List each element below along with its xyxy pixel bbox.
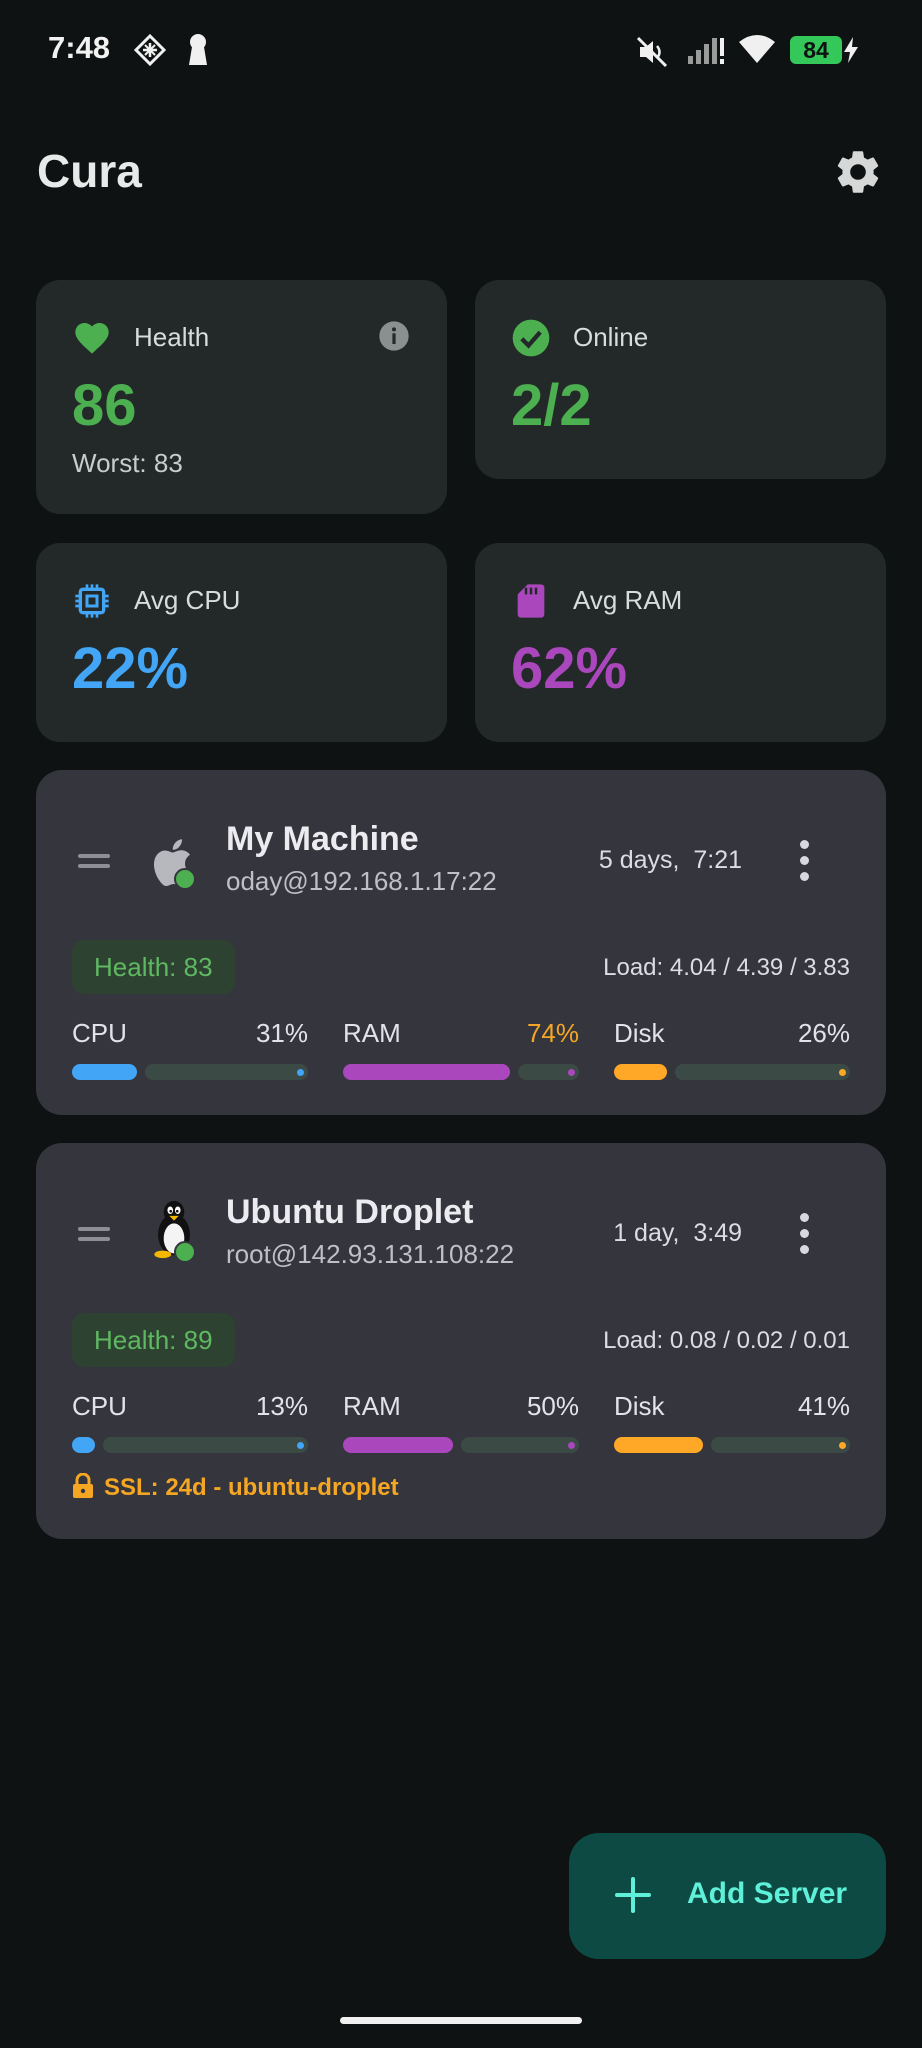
memory-card-icon [517, 584, 545, 618]
usage-bar [72, 1437, 308, 1453]
add-server-label: Add Server [687, 1877, 848, 1910]
usage-bar-end-dot [839, 1069, 846, 1076]
ssl-text: SSL: 24d - ubuntu-droplet [104, 1474, 399, 1501]
chip-icon [75, 584, 109, 618]
ssl-status: SSL: 24d - ubuntu-droplet [72, 1472, 399, 1502]
add-server-button[interactable]: Add Server [569, 1833, 886, 1959]
server-uptime: 5 days, 7:21 [598, 846, 742, 874]
diamond-grid-icon [134, 34, 166, 66]
server-name: My Machine [226, 820, 419, 858]
health-label: Health [134, 322, 210, 352]
server-address: oday@192.168.1.17:22 [226, 866, 497, 896]
usage-bar-fill [614, 1064, 667, 1080]
app-title: Cura [37, 145, 142, 197]
metric-percent: 31% [255, 1018, 308, 1048]
more-options-button[interactable] [790, 1213, 820, 1261]
metric-label: CPU [72, 1018, 127, 1048]
usage-bar-fill [72, 1064, 137, 1080]
online-label: Online [573, 322, 649, 352]
server-name: Ubuntu Droplet [226, 1193, 474, 1231]
lock-icon [73, 1472, 93, 1498]
avg-ram-value: 62% [511, 636, 628, 701]
metric-label: CPU [72, 1391, 127, 1421]
online-status-dot [174, 1241, 196, 1263]
server-card[interactable]: My Machine oday@192.168.1.17:22 5 days, … [36, 770, 886, 1115]
avg-ram-label: Avg RAM [573, 585, 683, 615]
battery-level: 84 [790, 36, 842, 64]
heart-icon [75, 323, 109, 354]
status-bar: 7:48 84 [0, 0, 922, 100]
usage-bar-remaining [103, 1437, 308, 1453]
metric-percent: 13% [255, 1391, 308, 1421]
keyhole-icon [189, 34, 207, 65]
health-card: Health 86 Worst: 83 [36, 280, 447, 514]
signal-icon [688, 38, 724, 64]
drag-handle[interactable] [78, 852, 110, 872]
drag-handle[interactable] [78, 1225, 110, 1245]
usage-bar [72, 1064, 308, 1080]
metric-percent: 74% [526, 1018, 579, 1048]
home-indicator[interactable] [340, 2017, 582, 2024]
usage-bar-end-dot [568, 1442, 575, 1449]
charging-icon [844, 37, 858, 63]
gear-icon[interactable] [832, 146, 884, 198]
usage-bar-remaining [461, 1437, 579, 1453]
health-badge: Health: 89 [72, 1313, 235, 1367]
avg-ram-card: Avg RAM 62% [475, 543, 886, 742]
avg-cpu-label: Avg CPU [134, 585, 241, 615]
usage-bar-remaining [518, 1064, 579, 1080]
metric-percent: 41% [797, 1391, 850, 1421]
wifi-icon [739, 35, 775, 63]
online-status-dot [174, 868, 196, 890]
load-average: Load: 0.08 / 0.02 / 0.01 [603, 1327, 850, 1354]
online-value: 2/2 [511, 373, 592, 438]
usage-bar-end-dot [568, 1069, 575, 1076]
metric-percent: 26% [797, 1018, 850, 1048]
server-card[interactable]: Ubuntu Droplet root@142.93.131.108:22 1 … [36, 1143, 886, 1539]
status-time: 7:48 [48, 30, 111, 65]
usage-bar-fill [72, 1437, 95, 1453]
metric-label: Disk [614, 1018, 665, 1048]
usage-bar [614, 1437, 850, 1453]
metric-label: RAM [343, 1391, 401, 1421]
metric-label: RAM [343, 1018, 401, 1048]
health-value: 86 [72, 373, 137, 438]
usage-bar [343, 1437, 579, 1453]
usage-bar-end-dot [839, 1442, 846, 1449]
usage-bar-fill [343, 1437, 453, 1453]
usage-bar [614, 1064, 850, 1080]
usage-bar-fill [343, 1064, 510, 1080]
health-badge: Health: 83 [72, 940, 235, 994]
usage-bar-end-dot [297, 1069, 304, 1076]
info-icon[interactable] [378, 320, 410, 352]
mute-icon [636, 36, 668, 68]
plus-icon [615, 1877, 651, 1913]
usage-bar-end-dot [297, 1442, 304, 1449]
check-circle-icon [512, 319, 550, 357]
health-worst: Worst: 83 [72, 448, 183, 478]
usage-bar-remaining [675, 1064, 850, 1080]
online-card: Online 2/2 [475, 280, 886, 479]
metric-label: Disk [614, 1391, 665, 1421]
metric-percent: 50% [526, 1391, 579, 1421]
load-average: Load: 4.04 / 4.39 / 3.83 [603, 954, 850, 981]
avg-cpu-value: 22% [72, 636, 189, 701]
server-address: root@142.93.131.108:22 [226, 1239, 515, 1269]
avg-cpu-card: Avg CPU 22% [36, 543, 447, 742]
usage-bar-remaining [145, 1064, 308, 1080]
usage-bar-fill [614, 1437, 703, 1453]
usage-bar-remaining [711, 1437, 850, 1453]
more-options-button[interactable] [790, 840, 820, 888]
usage-bar [343, 1064, 579, 1080]
server-uptime: 1 day, 3:49 [613, 1219, 742, 1247]
